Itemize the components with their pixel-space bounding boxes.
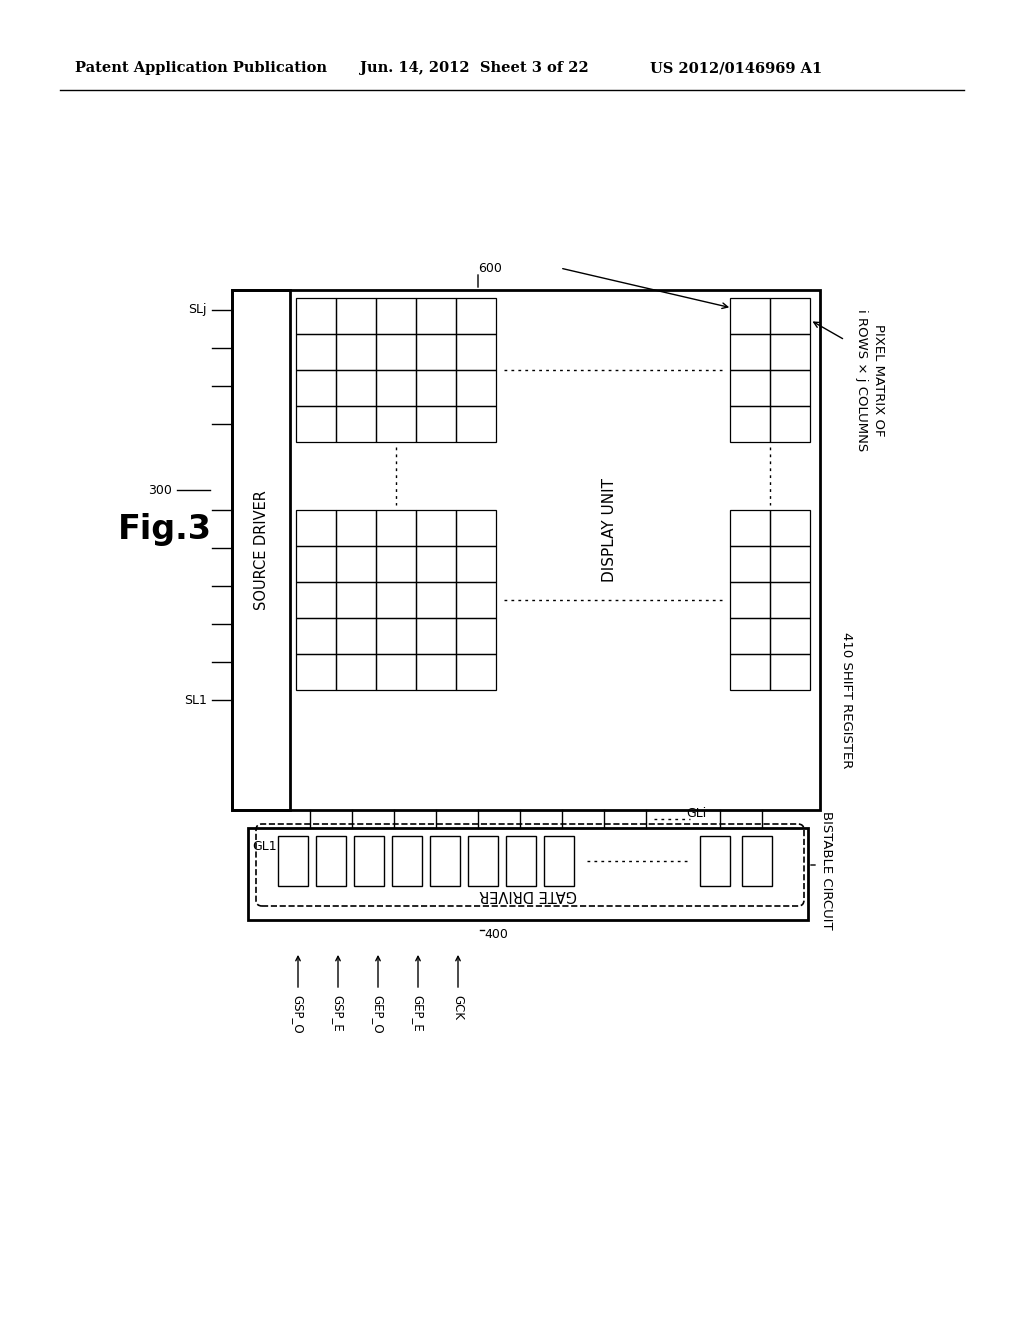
Text: GLi: GLi (686, 807, 707, 820)
Bar (770, 618, 810, 653)
Bar (456, 618, 496, 653)
Text: Jun. 14, 2012  Sheet 3 of 22: Jun. 14, 2012 Sheet 3 of 22 (360, 61, 589, 75)
Bar (336, 407, 376, 442)
Bar (296, 618, 336, 653)
Bar (416, 510, 456, 546)
Bar (336, 334, 376, 370)
Bar (392, 836, 422, 886)
Text: DISPLAY UNIT: DISPLAY UNIT (602, 478, 617, 582)
Bar (770, 334, 810, 370)
Bar (416, 618, 456, 653)
Bar (232, 290, 290, 810)
Bar (456, 653, 496, 690)
Bar (730, 298, 770, 334)
Bar (376, 546, 416, 582)
Bar (770, 582, 810, 618)
Bar (700, 836, 730, 886)
Bar (232, 290, 820, 810)
Bar (296, 582, 336, 618)
Bar (248, 828, 808, 920)
Bar (770, 370, 810, 407)
Bar (416, 370, 456, 407)
Bar (376, 618, 416, 653)
Bar (416, 334, 456, 370)
Bar (336, 618, 376, 653)
Text: 400: 400 (484, 928, 508, 941)
Text: GEP_E: GEP_E (412, 995, 425, 1032)
Text: SOURCE DRIVER: SOURCE DRIVER (254, 490, 268, 610)
Bar (770, 407, 810, 442)
Bar (336, 582, 376, 618)
Text: SLj: SLj (188, 304, 207, 317)
Bar (316, 836, 346, 886)
Bar (336, 510, 376, 546)
Bar (416, 582, 456, 618)
Bar (376, 298, 416, 334)
Bar (296, 407, 336, 442)
Text: 410 SHIFT REGISTER: 410 SHIFT REGISTER (840, 632, 853, 768)
Bar (730, 546, 770, 582)
Bar (376, 653, 416, 690)
Bar (278, 836, 308, 886)
Bar (296, 334, 336, 370)
Bar (730, 653, 770, 690)
Text: SL1: SL1 (184, 693, 207, 706)
Text: Fig.3: Fig.3 (118, 513, 212, 546)
Bar (456, 510, 496, 546)
Bar (730, 334, 770, 370)
Text: GEP_O: GEP_O (372, 995, 384, 1034)
Bar (416, 407, 456, 442)
Bar (730, 407, 770, 442)
Bar (296, 298, 336, 334)
Text: PIXEL MATRIX OF
i ROWS × j COLUMNS: PIXEL MATRIX OF i ROWS × j COLUMNS (855, 309, 885, 451)
Bar (506, 836, 536, 886)
Bar (770, 546, 810, 582)
Text: US 2012/0146969 A1: US 2012/0146969 A1 (650, 61, 822, 75)
Text: GL1: GL1 (252, 840, 276, 853)
Bar (730, 618, 770, 653)
Bar (416, 546, 456, 582)
Bar (544, 836, 574, 886)
Bar (730, 510, 770, 546)
Bar (376, 582, 416, 618)
Bar (456, 546, 496, 582)
Bar (770, 298, 810, 334)
Bar (296, 510, 336, 546)
Text: 600: 600 (478, 261, 502, 275)
Bar (376, 370, 416, 407)
Text: GATE DRIVER: GATE DRIVER (479, 887, 577, 902)
Bar (456, 370, 496, 407)
Text: GSP_E: GSP_E (332, 995, 344, 1032)
Bar (730, 582, 770, 618)
Bar (336, 653, 376, 690)
Bar (296, 653, 336, 690)
Text: BISTABLE CIRCUIT: BISTABLE CIRCUIT (820, 810, 833, 929)
Bar (456, 334, 496, 370)
Bar (416, 653, 456, 690)
Text: GSP_O: GSP_O (292, 995, 304, 1034)
Bar (376, 334, 416, 370)
Text: 300: 300 (148, 483, 172, 496)
Bar (770, 510, 810, 546)
Bar (456, 298, 496, 334)
Bar (376, 510, 416, 546)
Bar (468, 836, 498, 886)
Bar (296, 370, 336, 407)
Bar (376, 407, 416, 442)
Bar (770, 653, 810, 690)
Bar (456, 407, 496, 442)
Bar (296, 546, 336, 582)
Bar (354, 836, 384, 886)
Bar (336, 546, 376, 582)
Bar (336, 298, 376, 334)
Text: GCK: GCK (452, 995, 465, 1020)
Bar (456, 582, 496, 618)
Bar (430, 836, 460, 886)
Bar (416, 298, 456, 334)
Bar (336, 370, 376, 407)
Bar (742, 836, 772, 886)
Text: Patent Application Publication: Patent Application Publication (75, 61, 327, 75)
Bar (730, 370, 770, 407)
